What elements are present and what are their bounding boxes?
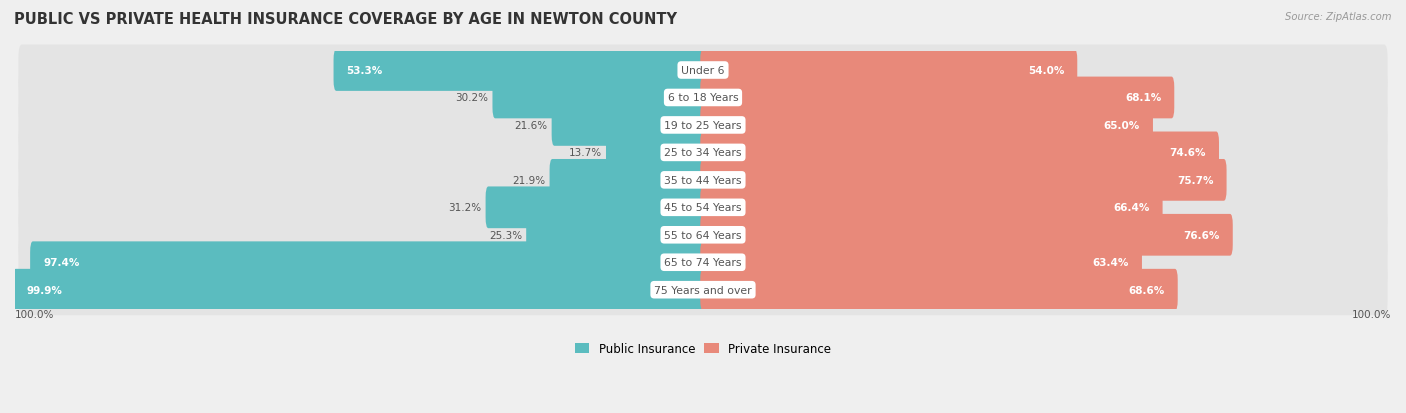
Text: PUBLIC VS PRIVATE HEALTH INSURANCE COVERAGE BY AGE IN NEWTON COUNTY: PUBLIC VS PRIVATE HEALTH INSURANCE COVER… [14,12,678,27]
FancyBboxPatch shape [485,187,706,229]
Text: 35 to 44 Years: 35 to 44 Years [664,176,742,185]
Text: 63.4%: 63.4% [1092,258,1129,268]
FancyBboxPatch shape [18,45,1388,96]
FancyBboxPatch shape [333,50,706,92]
FancyBboxPatch shape [700,50,1077,92]
Text: 76.6%: 76.6% [1184,230,1219,240]
FancyBboxPatch shape [526,214,706,256]
FancyBboxPatch shape [18,73,1388,124]
Text: 55 to 64 Years: 55 to 64 Years [664,230,742,240]
FancyBboxPatch shape [700,214,1233,256]
Text: 53.3%: 53.3% [347,66,382,76]
Text: 97.4%: 97.4% [44,258,80,268]
FancyBboxPatch shape [18,128,1388,178]
FancyBboxPatch shape [18,100,1388,151]
Text: 21.9%: 21.9% [512,176,546,185]
FancyBboxPatch shape [700,77,1174,119]
FancyBboxPatch shape [700,242,1142,283]
Text: 66.4%: 66.4% [1114,203,1150,213]
Text: 54.0%: 54.0% [1028,66,1064,76]
Text: 30.2%: 30.2% [456,93,488,103]
Text: 74.6%: 74.6% [1170,148,1206,158]
FancyBboxPatch shape [18,210,1388,261]
Text: 65.0%: 65.0% [1104,121,1140,131]
Legend: Public Insurance, Private Insurance: Public Insurance, Private Insurance [571,337,835,360]
Text: 25 to 34 Years: 25 to 34 Years [664,148,742,158]
Text: 31.2%: 31.2% [449,203,481,213]
Text: 21.6%: 21.6% [515,121,547,131]
Text: 13.7%: 13.7% [569,148,602,158]
Text: 45 to 54 Years: 45 to 54 Years [664,203,742,213]
FancyBboxPatch shape [700,159,1226,201]
FancyBboxPatch shape [18,264,1388,316]
FancyBboxPatch shape [13,269,706,311]
Text: Source: ZipAtlas.com: Source: ZipAtlas.com [1285,12,1392,22]
Text: 100.0%: 100.0% [15,309,55,319]
Text: Under 6: Under 6 [682,66,724,76]
Text: 68.6%: 68.6% [1129,285,1164,295]
FancyBboxPatch shape [700,187,1163,229]
FancyBboxPatch shape [18,237,1388,288]
Text: 99.9%: 99.9% [25,285,62,295]
Text: 75.7%: 75.7% [1177,176,1213,185]
Text: 6 to 18 Years: 6 to 18 Years [668,93,738,103]
FancyBboxPatch shape [18,182,1388,233]
FancyBboxPatch shape [550,159,706,201]
Text: 75 Years and over: 75 Years and over [654,285,752,295]
FancyBboxPatch shape [606,132,706,174]
FancyBboxPatch shape [492,77,706,119]
Text: 25.3%: 25.3% [489,230,522,240]
Text: 65 to 74 Years: 65 to 74 Years [664,258,742,268]
FancyBboxPatch shape [700,269,1178,311]
FancyBboxPatch shape [18,155,1388,206]
FancyBboxPatch shape [551,105,706,147]
Text: 100.0%: 100.0% [1351,309,1391,319]
FancyBboxPatch shape [30,242,706,283]
FancyBboxPatch shape [700,132,1219,174]
Text: 19 to 25 Years: 19 to 25 Years [664,121,742,131]
FancyBboxPatch shape [700,105,1153,147]
Text: 68.1%: 68.1% [1125,93,1161,103]
